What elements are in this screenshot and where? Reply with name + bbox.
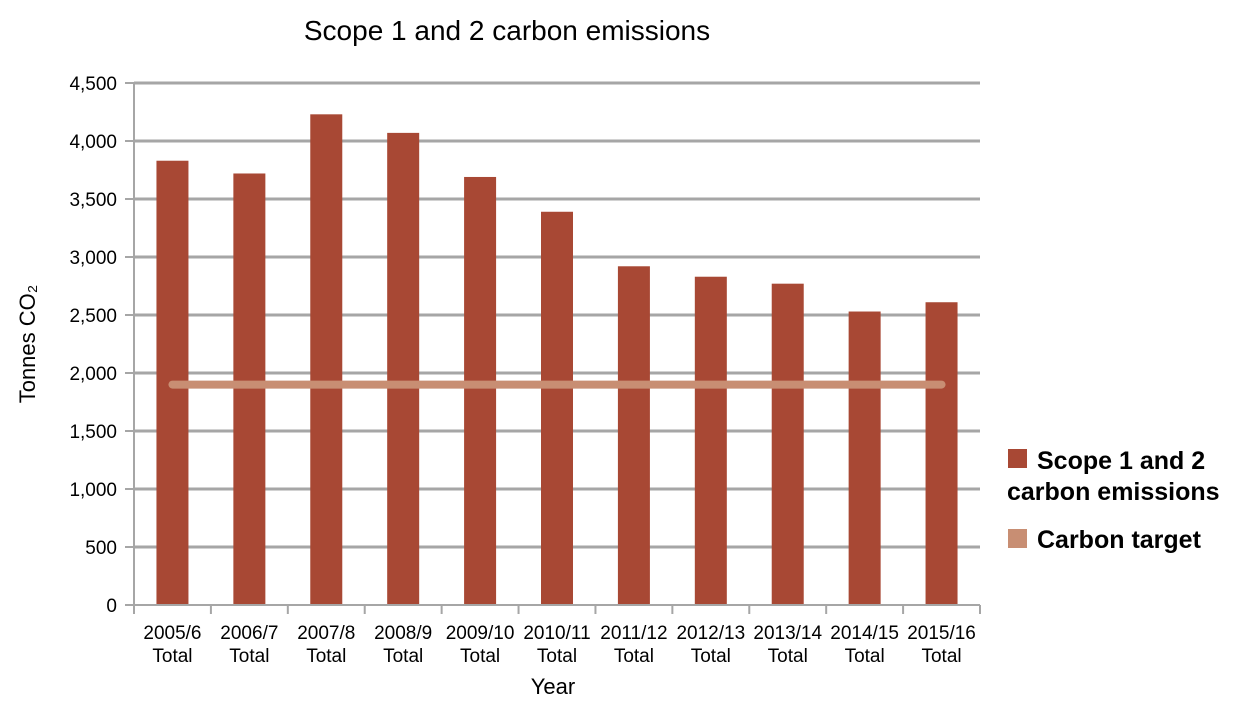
y-tick-label: 3,000: [69, 248, 117, 269]
y-tick-label: 500: [85, 538, 117, 559]
y-tick-label: 4,500: [69, 74, 117, 95]
x-tick-label: 2013/14: [753, 623, 822, 644]
x-tick-label: 2011/12: [600, 623, 667, 644]
bar: [233, 173, 266, 606]
legend-label-emissions: Scope 1 and 2: [1037, 447, 1205, 475]
x-tick-label: Total: [768, 646, 808, 667]
bar: [925, 302, 958, 605]
bar: [771, 283, 804, 605]
y-tick-label: 2,500: [69, 306, 117, 327]
bar: [541, 211, 573, 605]
x-tick-label: Total: [845, 646, 885, 667]
y-tick-label: 2,000: [69, 364, 117, 385]
y-axis-label: Tonnes CO₂: [15, 285, 40, 404]
x-tick-label: 2008/9: [374, 623, 432, 644]
x-tick-label: Total: [460, 646, 500, 667]
x-tick-label: 2010/11: [523, 623, 590, 644]
x-tick-label: 2012/13: [676, 623, 745, 644]
x-tick-label: Total: [152, 646, 192, 667]
x-tick-label: Total: [229, 646, 269, 667]
legend-label-target: Carbon target: [1037, 526, 1202, 554]
y-tick-label: 4,000: [69, 132, 117, 153]
legend-swatch-target: [1008, 529, 1027, 548]
legend: Scope 1 and 2 carbon emissions Carbon targ…: [1007, 447, 1220, 554]
y-tick-label: 1,500: [69, 422, 117, 443]
bar: [387, 132, 420, 605]
legend-label-emissions-cont: carbon emissions: [1007, 478, 1220, 506]
x-tick-label: 2007/8: [297, 623, 355, 644]
x-tick-label: Total: [921, 646, 961, 667]
x-tick-label: 2014/15: [830, 623, 899, 644]
x-tick-label: 2006/7: [220, 623, 278, 644]
x-tick-label: Total: [537, 646, 577, 667]
axes: [125, 82, 981, 614]
bars: [156, 114, 958, 606]
bar: [464, 176, 497, 605]
legend-swatch-emissions: [1008, 449, 1027, 468]
x-tick-label: Total: [383, 646, 423, 667]
y-tick-label: 0: [106, 596, 117, 617]
x-axis-label: Year: [531, 674, 575, 699]
y-tick-label: 3,500: [69, 190, 117, 211]
bar: [617, 266, 650, 605]
x-tick-label: Total: [306, 646, 346, 667]
bar: [694, 276, 727, 605]
chart-title: Scope 1 and 2 carbon emissions: [304, 15, 710, 46]
x-tick-label: 2015/16: [907, 623, 976, 644]
x-tick-label: 2005/6: [143, 623, 201, 644]
bar: [848, 311, 881, 605]
bar: [310, 114, 343, 605]
x-tick-label: 2009/10: [446, 623, 515, 644]
x-tick-label: Total: [614, 646, 654, 667]
x-tick-labels: 2005/6Total2006/7Total2007/8Total2008/9T…: [143, 623, 975, 667]
x-tick-label: Total: [691, 646, 731, 667]
y-tick-label: 1,000: [69, 480, 117, 501]
y-tick-labels: 0 500 1,000 1,500 2,000 2,500 3,000 3,500 4,000 4…: [69, 74, 117, 617]
